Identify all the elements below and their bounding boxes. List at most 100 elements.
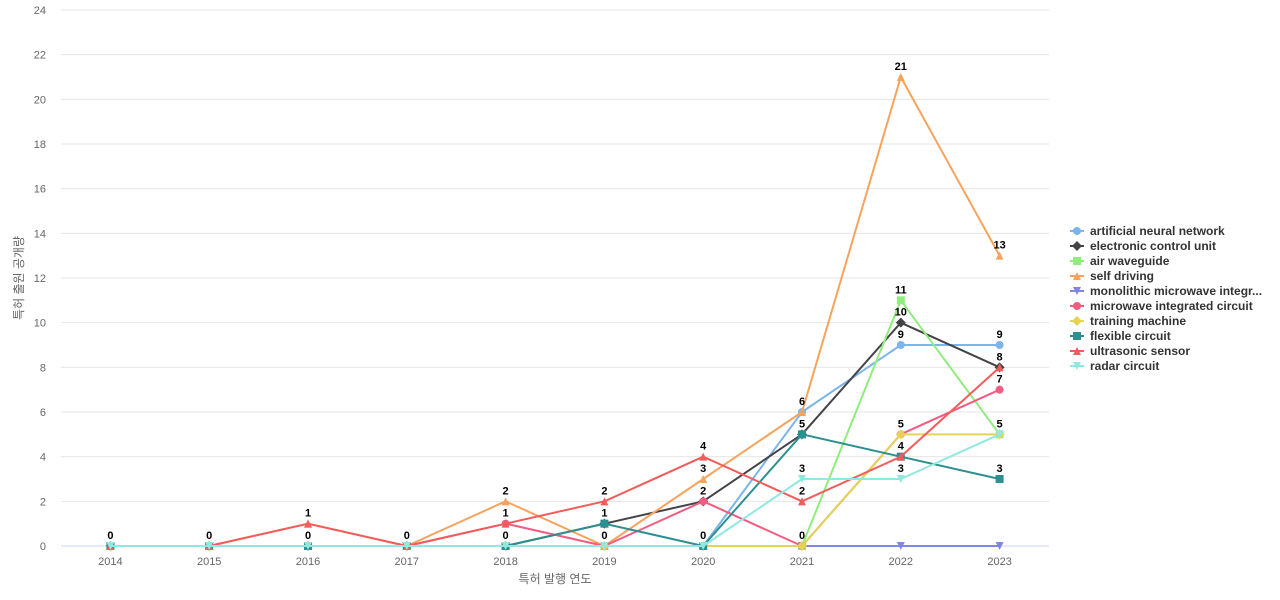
- data-point[interactable]: [304, 542, 312, 550]
- x-tick-label: 2023: [987, 556, 1011, 568]
- data-label: 21: [895, 61, 907, 73]
- y-tick-label: 24: [34, 5, 46, 17]
- data-point[interactable]: [896, 475, 905, 483]
- data-label: 0: [206, 530, 212, 542]
- data-label: 1: [305, 508, 311, 520]
- y-tick-label: 16: [34, 184, 46, 196]
- data-point[interactable]: [896, 341, 905, 349]
- data-point[interactable]: [798, 475, 806, 483]
- legend-item[interactable]: microwave integrated circuit: [1070, 299, 1253, 313]
- data-point[interactable]: [600, 542, 609, 550]
- legend-item[interactable]: monolithic microwave integr...: [1070, 284, 1262, 298]
- data-point[interactable]: [895, 317, 906, 328]
- data-point[interactable]: [995, 430, 1004, 439]
- legend-item[interactable]: artificial neural network: [1070, 224, 1225, 238]
- series-line[interactable]: [109, 433, 1001, 547]
- data-label: 0: [404, 530, 410, 542]
- data-point[interactable]: [995, 251, 1004, 260]
- data-point[interactable]: [402, 542, 411, 550]
- legend-marker: [1072, 316, 1082, 326]
- data-point[interactable]: [995, 363, 1004, 372]
- legend-label: flexible circuit: [1090, 329, 1171, 343]
- data-point[interactable]: [798, 497, 806, 506]
- x-tick-label: 2020: [691, 556, 715, 568]
- series-5: [106, 385, 1004, 550]
- data-point[interactable]: [106, 542, 115, 550]
- data-point[interactable]: [895, 429, 906, 440]
- data-point[interactable]: [699, 542, 708, 550]
- series-line[interactable]: [109, 433, 1001, 547]
- data-point[interactable]: [995, 542, 1004, 550]
- y-tick-label: 0: [40, 541, 46, 553]
- data-label: 3: [898, 463, 904, 475]
- y-tick-label: 20: [34, 94, 46, 106]
- data-label: 3: [799, 463, 805, 475]
- data-point[interactable]: [501, 542, 510, 550]
- data-point[interactable]: [896, 452, 905, 461]
- series-line[interactable]: [109, 299, 1001, 547]
- legend-item[interactable]: flexible circuit: [1070, 329, 1171, 343]
- x-tick-label: 2014: [98, 556, 122, 568]
- data-point[interactable]: [600, 497, 609, 506]
- data-point[interactable]: [797, 541, 807, 551]
- data-label: 8: [997, 351, 1003, 363]
- data-point[interactable]: [995, 475, 1004, 483]
- legend-label: ultrasonic sensor: [1090, 344, 1190, 358]
- data-point[interactable]: [501, 497, 510, 506]
- data-point[interactable]: [896, 73, 905, 81]
- x-tick-label: 2022: [889, 556, 913, 568]
- data-point[interactable]: [699, 497, 708, 506]
- data-point[interactable]: [699, 475, 708, 483]
- data-label: 5: [997, 418, 1003, 430]
- data-label: 4: [700, 441, 707, 453]
- data-point[interactable]: [798, 408, 806, 416]
- data-point[interactable]: [205, 542, 214, 550]
- data-point[interactable]: [896, 296, 905, 305]
- data-label: 9: [898, 329, 904, 341]
- data-point[interactable]: [798, 430, 806, 439]
- data-point[interactable]: [896, 542, 905, 550]
- data-label: 5: [799, 418, 805, 430]
- series-6: [105, 429, 1005, 551]
- data-point[interactable]: [995, 385, 1004, 394]
- legend-label: radar circuit: [1090, 359, 1159, 373]
- y-tick-label: 18: [34, 139, 46, 151]
- series-line[interactable]: [109, 388, 1001, 547]
- data-label: 2: [799, 485, 805, 497]
- legend-item[interactable]: self driving: [1070, 269, 1154, 283]
- legend-item[interactable]: air waveguide: [1070, 254, 1170, 268]
- legend-marker: [1073, 347, 1081, 355]
- data-point[interactable]: [995, 341, 1004, 349]
- data-label: 1: [601, 508, 607, 520]
- data-label: 3: [997, 463, 1003, 475]
- data-point[interactable]: [600, 519, 609, 528]
- legend-item[interactable]: electronic control unit: [1070, 239, 1216, 253]
- data-label: 4: [898, 441, 905, 453]
- legend-item[interactable]: radar circuit: [1070, 359, 1159, 373]
- y-axis-title: 특허 출원 공개량: [12, 236, 26, 320]
- data-label: 2: [503, 485, 509, 497]
- legend-marker: [1073, 302, 1081, 310]
- data-label: 11: [895, 284, 907, 296]
- legend-item[interactable]: training machine: [1070, 314, 1186, 328]
- series-7: [106, 430, 1004, 550]
- legend-item[interactable]: ultrasonic sensor: [1070, 344, 1190, 358]
- y-tick-label: 22: [34, 50, 46, 62]
- data-point[interactable]: [304, 519, 312, 528]
- data-point[interactable]: [501, 519, 510, 528]
- y-tick-label: 8: [40, 362, 46, 374]
- y-tick-label: 14: [34, 228, 46, 240]
- series-9: [106, 430, 1004, 550]
- y-tick-label: 10: [34, 318, 46, 330]
- legend-label: monolithic microwave integr...: [1090, 284, 1262, 298]
- x-tick-label: 2021: [790, 556, 814, 568]
- legend-marker: [1073, 287, 1081, 295]
- data-label: 7: [997, 374, 1003, 386]
- data-label: 0: [503, 530, 509, 542]
- series-line[interactable]: [109, 344, 1001, 547]
- data-point[interactable]: [699, 452, 708, 461]
- series-line[interactable]: [109, 433, 1001, 547]
- series-line[interactable]: [109, 76, 1001, 547]
- grid-lines: [61, 9, 1049, 547]
